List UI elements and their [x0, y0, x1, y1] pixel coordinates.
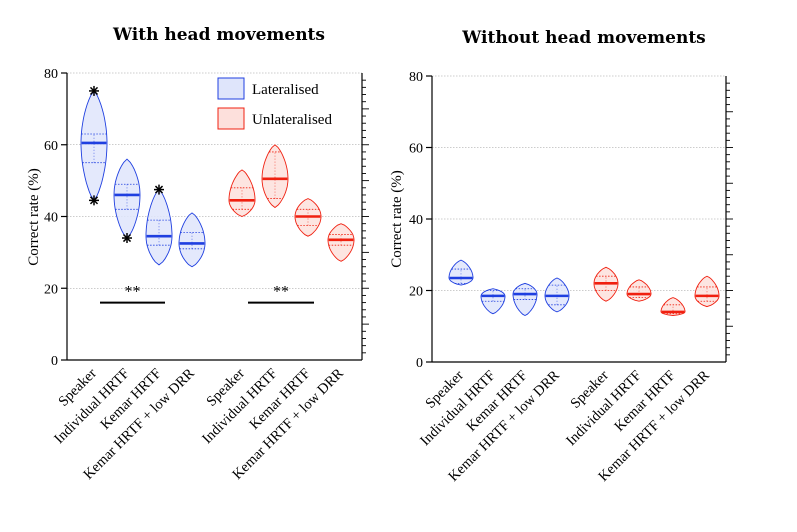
significance-annotations: ** **	[100, 284, 314, 304]
panel-title: Without head movements	[461, 28, 706, 48]
violins	[448, 259, 720, 317]
violin-body	[145, 188, 173, 266]
violin-body	[626, 279, 652, 302]
y-axis-label: Correct rate (%)	[26, 168, 42, 265]
violin-body	[448, 259, 474, 286]
legend-swatch-lateralised	[217, 77, 245, 100]
grid-lines	[67, 72, 362, 289]
outlier-stroke	[154, 185, 164, 194]
outlier-marker	[89, 195, 99, 206]
outlier-marker	[122, 233, 132, 244]
y-tick-label: 80	[44, 67, 58, 82]
violins	[80, 85, 355, 268]
violin-body	[327, 223, 355, 262]
y-tick-label: 40	[44, 211, 58, 226]
y-tick-label: 0	[416, 356, 423, 371]
significance-label: **	[273, 284, 289, 301]
significance-label: **	[125, 284, 141, 301]
panel-with-head-movements: With head movements 0 20 40 60 80 Correct ra…	[26, 25, 369, 483]
panel-without-head-movements: Without head movements 0 20 40 60 80 Correct…	[389, 28, 733, 485]
axes: 0 20 40 60 80	[409, 70, 733, 371]
axes: 0 20 40 60 80	[44, 67, 369, 369]
outlier-stroke	[89, 86, 99, 96]
y-tick-label: 60	[409, 142, 423, 157]
y-tick-label: 0	[51, 354, 58, 369]
violin-body	[512, 282, 538, 317]
y-tick-label: 80	[409, 70, 423, 85]
legend: Lateralised Unlateralised	[217, 77, 332, 130]
y-tick-label: 60	[44, 139, 58, 154]
legend-label-unlateralised: Unlateralised	[252, 112, 332, 128]
panel-title: With head movements	[112, 25, 325, 45]
legend-label-lateralised: Lateralised	[252, 82, 319, 98]
grid-lines	[432, 75, 726, 291]
y-tick-label: 20	[409, 285, 423, 300]
violin-body	[113, 158, 141, 239]
violin-body	[261, 144, 289, 209]
outlier-marker	[154, 184, 164, 195]
outlier-marker	[89, 85, 99, 96]
legend-swatch-unlateralised	[217, 107, 245, 130]
violin-body	[228, 169, 256, 217]
violin-body	[178, 212, 206, 268]
y-tick-label: 20	[44, 282, 58, 297]
outlier-stroke	[122, 233, 132, 243]
outlier-stroke	[89, 196, 99, 205]
y-tick-label: 40	[409, 213, 423, 228]
y-axis-label: Correct rate (%)	[389, 170, 405, 267]
violin-body	[80, 90, 108, 202]
